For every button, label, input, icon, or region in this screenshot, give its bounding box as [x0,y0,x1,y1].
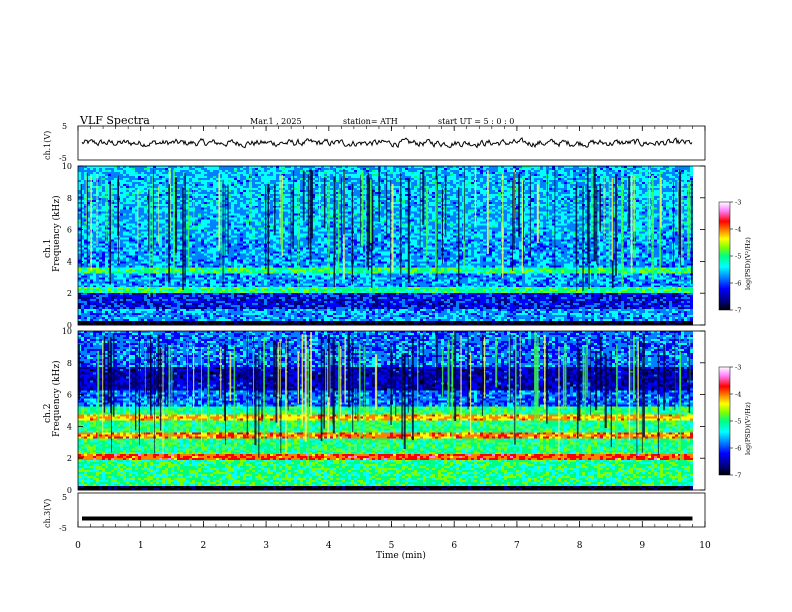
ytick-label: 10 [62,162,72,171]
ytick-label: 0 [67,486,72,495]
ytick-label: 4 [67,257,72,266]
ch3-ytick-top: 5 [62,493,67,502]
ch3-ylabel: ch.3(V) [43,499,52,528]
start-time-label: start UT = 5 : 0 : 0 [438,117,514,126]
colorbar-tick-label: -3 [735,364,741,372]
ch1-waveform-panel: 5 -5 ch.1(V) [43,122,705,163]
ytick-label: 2 [67,289,72,298]
ch1-ylabel: ch.1(V) [43,131,52,160]
ch2-spec-ylabel-freq: Frequency (kHz) [51,360,62,437]
ytick-label: 8 [67,359,72,368]
colorbar-tick-label: -7 [735,472,741,480]
date-label: Mar.1 , 2025 [250,117,302,126]
ch1-colorbar-ticks: -3 -4 -5 -6 -7 [730,199,741,315]
colorbar-tick-label: -4 [735,391,741,399]
time-axis-label: Time (min) [376,550,426,561]
ch1-ytick-top: 5 [62,122,67,131]
colorbar-tick-label: -5 [735,253,741,261]
ch3-ytick-bottom: -5 [59,524,67,533]
ch1-colorbar-scale [719,202,730,310]
ch1-waveform-line [82,138,692,148]
xtick-label: 0 [75,541,81,551]
xtick-label: 1 [138,541,144,551]
xtick-label: 7 [514,541,520,551]
ytick-label: 4 [67,422,72,431]
ch2-colorbar-label: log(PSD)(V²/Hz) [744,402,752,455]
ch1-spec-ylabel-freq: Frequency (kHz) [51,195,62,272]
colorbar-tick-label: -6 [735,445,741,453]
xtick-label: 2 [201,541,207,551]
xtick-label: 5 [389,541,395,551]
ytick-label: 2 [67,454,72,463]
ch2-colorbar-ticks: -3 -4 -5 -6 -7 [730,364,741,480]
colorbar-tick-label: -3 [735,199,741,207]
station-label: station= ATH [343,117,398,126]
colorbar-tick-label: -7 [735,307,741,315]
ch1-colorbar-label: log(PSD)(V²/Hz) [744,237,752,290]
figure-canvas: VLF Spectra Mar.1 , 2025 station= ATH st… [0,0,792,612]
ch1-waveform-frame [78,126,705,160]
xtick-label: 4 [326,541,332,551]
ch1-colorbar: -3 -4 -5 -6 -7 log(PSD)(V²/Hz) [719,199,752,315]
xtick-label: 9 [639,541,645,551]
ch2-spectrogram-image [78,331,693,490]
xtick-label: 3 [263,541,269,551]
xtick-label: 10 [699,541,711,551]
ch1-spectrogram-image [78,166,693,325]
ch2-colorbar: -3 -4 -5 -6 -7 log(PSD)(V²/Hz) [719,364,752,480]
xtick-label: 8 [577,541,583,551]
colorbar-tick-label: -5 [735,418,741,426]
figure-title: VLF Spectra [79,114,150,127]
ch3-waveform-panel: 5 -5 ch.3(V) [43,493,705,533]
ch2-colorbar-scale [719,367,730,475]
colorbar-tick-label: -4 [735,226,741,234]
ytick-label: 6 [67,226,72,235]
xtick-label: 6 [451,541,457,551]
ytick-label: 8 [67,194,72,203]
ytick-label: 6 [67,391,72,400]
vlf-spectra-figure: VLF Spectra Mar.1 , 2025 station= ATH st… [0,0,792,612]
colorbar-tick-label: -6 [735,280,741,288]
ytick-label: 10 [62,327,72,336]
